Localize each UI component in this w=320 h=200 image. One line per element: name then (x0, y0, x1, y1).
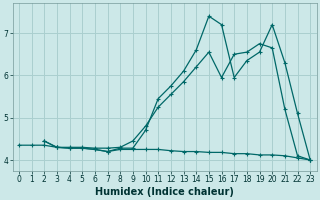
X-axis label: Humidex (Indice chaleur): Humidex (Indice chaleur) (95, 187, 234, 197)
